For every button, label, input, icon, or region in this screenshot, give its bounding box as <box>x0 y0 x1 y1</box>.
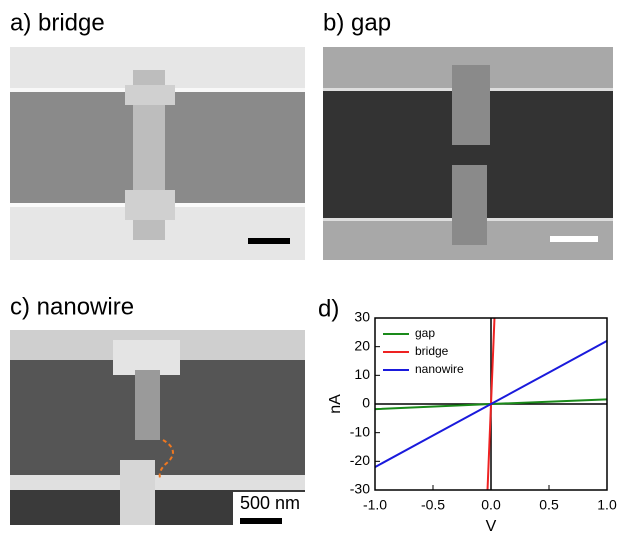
panel-label: a) bridge <box>10 9 105 36</box>
panel-label: c) nanowire <box>10 293 134 320</box>
x-axis-label: V <box>486 518 497 535</box>
y-tick-label: 0 <box>362 395 370 411</box>
x-tick-label: 0.0 <box>481 497 501 513</box>
figure: a) bridge b) gap c) nanowire 500 nm d) V… <box>0 0 625 536</box>
y-tick-label: -10 <box>350 423 370 439</box>
x-tick-label: 0.5 <box>539 497 559 513</box>
scale-bar-label: 500 nm <box>240 493 300 513</box>
legend-label: gap <box>415 326 435 340</box>
y-tick-label: 10 <box>354 366 370 382</box>
x-tick-label: 1.0 <box>597 497 617 513</box>
legend-label: nanowire <box>415 362 464 376</box>
x-tick-label: -1.0 <box>363 497 387 513</box>
x-tick-label: -0.5 <box>421 497 445 513</box>
y-tick-label: 30 <box>354 309 370 325</box>
panel-label: d) <box>318 295 339 322</box>
sem-image-bridge <box>10 47 305 260</box>
y-tick-label: -20 <box>350 452 370 468</box>
y-tick-label: 20 <box>354 337 370 353</box>
sem-image-gap <box>323 47 613 260</box>
y-tick-label: -30 <box>350 481 370 497</box>
legend-label: bridge <box>415 344 449 358</box>
panel-label: b) gap <box>323 9 391 36</box>
y-axis-label: nA <box>327 394 344 414</box>
